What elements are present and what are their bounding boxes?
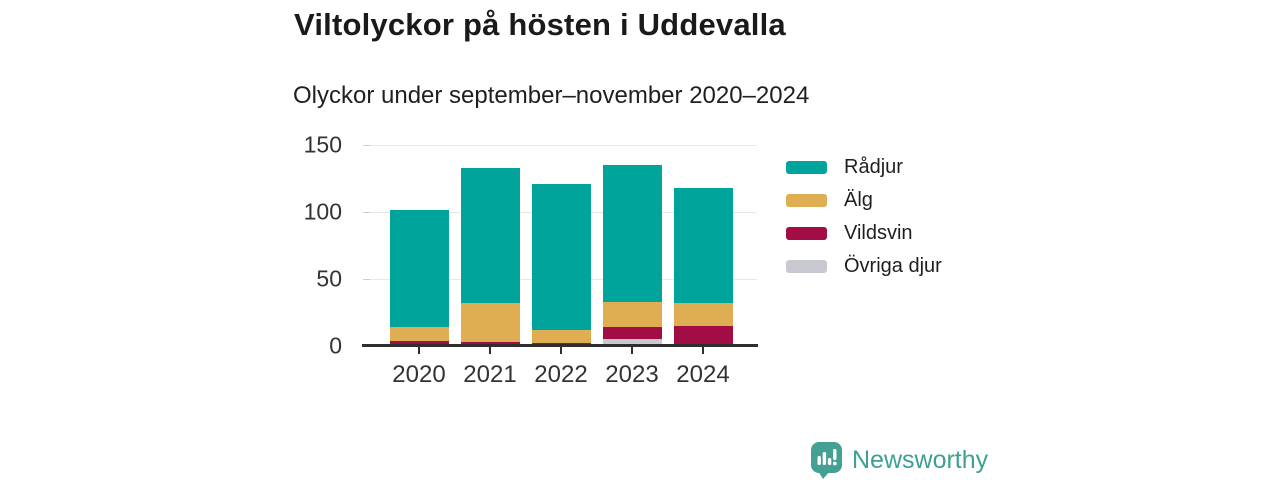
- x-tick-2020: [418, 347, 420, 354]
- bar-segment-2024-älg: [673, 303, 733, 326]
- bar-2022: [531, 184, 591, 346]
- plot-area: [363, 140, 757, 346]
- legend-label: Rådjur: [844, 156, 903, 178]
- x-tick-2024: [702, 347, 704, 354]
- bar-segment-2022-rådjur: [531, 184, 591, 330]
- bar-2024: [673, 188, 733, 346]
- bar-segment-2021-älg: [460, 303, 520, 342]
- x-tick-2023: [631, 347, 633, 354]
- legend-item-älg: Älg: [786, 189, 942, 211]
- legend-swatch: [786, 193, 827, 207]
- y-axis-label-0: 0: [329, 332, 342, 359]
- y-tick-50: [363, 278, 370, 280]
- y-axis-labels: 0 50 100 150: [296, 132, 356, 359]
- legend-item-vildsvin: Vildsvin: [786, 222, 942, 244]
- bar-segment-2023-älg: [602, 301, 662, 328]
- chart-legend: Rådjur Älg Vildsvin Övriga djur: [786, 156, 942, 277]
- y-tick-100: [363, 211, 370, 213]
- x-axis-label-2020: 2020: [392, 361, 446, 388]
- chart-subtitle: Olyckor under september–november 2020–20…: [293, 82, 810, 109]
- legend-swatch: [786, 259, 827, 273]
- page-title: Viltolyckor på hösten i Uddevalla: [294, 7, 786, 42]
- bar-segment-2023-rådjur: [602, 165, 662, 302]
- bar-segment-2020-älg: [389, 327, 449, 341]
- bar-segment-2023-vildsvin: [602, 327, 662, 340]
- x-tick-2022: [560, 347, 562, 354]
- y-axis-label-100: 100: [303, 198, 342, 225]
- bar-segment-2022-älg: [531, 329, 591, 344]
- y-axis-label-150: 150: [303, 131, 342, 158]
- legend-item-rådjur: Rådjur: [786, 156, 942, 178]
- y-axis-label-50: 50: [316, 265, 342, 292]
- bar-segment-2024-vildsvin: [673, 325, 733, 345]
- legend-label: Vildsvin: [844, 222, 913, 244]
- bar-segment-2020-rådjur: [389, 209, 449, 328]
- x-axis-label-2023: 2023: [605, 361, 659, 388]
- y-tick-150: [363, 144, 370, 146]
- legend-swatch: [786, 226, 827, 240]
- bar-segment-2021-rådjur: [460, 168, 520, 304]
- x-axis-label-2024: 2024: [676, 361, 730, 388]
- newsworthy-chart-bubble-icon: [811, 442, 842, 479]
- legend-item-övriga-djur: Övriga djur: [786, 255, 942, 277]
- newsworthy-logo: Newsworthy: [810, 441, 988, 479]
- x-axis-label-2021: 2021: [463, 361, 517, 388]
- bar-segment-2020-vildsvin: [389, 340, 449, 346]
- bar-2020: [389, 209, 449, 346]
- x-axis-label-2022: 2022: [534, 361, 588, 388]
- gridline-150: [363, 144, 757, 146]
- bar-segment-2023-övriga-djur: [602, 339, 662, 346]
- bar-2023: [602, 165, 662, 346]
- bar-2021: [460, 168, 520, 346]
- legend-label: Älg: [844, 189, 873, 211]
- x-tick-2021: [489, 347, 491, 354]
- legend-swatch: [786, 160, 827, 174]
- x-axis-line: [362, 344, 758, 347]
- newsworthy-wordmark: Newsworthy: [852, 445, 989, 474]
- legend-label: Övriga djur: [844, 255, 942, 277]
- bar-segment-2024-rådjur: [673, 188, 733, 304]
